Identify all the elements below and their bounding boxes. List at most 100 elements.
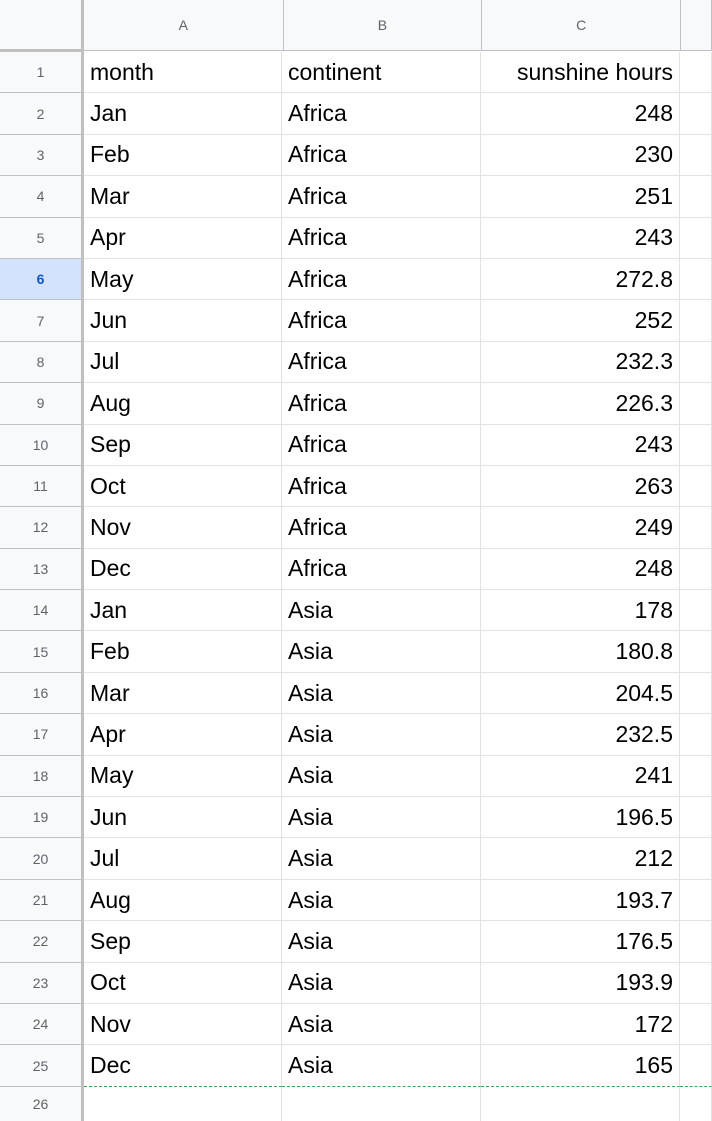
- cell-c[interactable]: 241: [481, 755, 680, 798]
- cell-c[interactable]: 196.5: [481, 797, 680, 839]
- cell-b[interactable]: Africa: [282, 258, 481, 301]
- cell-a[interactable]: month: [84, 52, 282, 94]
- cell-a[interactable]: Oct: [84, 962, 282, 1004]
- cell-d[interactable]: [680, 838, 712, 880]
- row-header[interactable]: 1: [0, 52, 84, 94]
- cell-c[interactable]: 176.5: [481, 921, 680, 963]
- cell-c[interactable]: 193.9: [481, 962, 680, 1004]
- row-header[interactable]: 25: [0, 1045, 84, 1087]
- cell-b[interactable]: Asia: [282, 1045, 481, 1087]
- cell-c[interactable]: 248: [481, 93, 680, 135]
- row-header[interactable]: 4: [0, 176, 84, 218]
- row-header[interactable]: 15: [0, 631, 84, 673]
- cell-b[interactable]: Africa: [282, 217, 481, 259]
- cell-c[interactable]: sunshine hours: [481, 52, 680, 94]
- cell-d[interactable]: [680, 424, 712, 466]
- cell-a[interactable]: Jun: [84, 300, 282, 342]
- cell-b[interactable]: Africa: [282, 507, 481, 549]
- cell-a[interactable]: Nov: [84, 1003, 282, 1046]
- cell-a[interactable]: Dec: [84, 548, 282, 591]
- cell-a[interactable]: Oct: [84, 465, 282, 508]
- row-header[interactable]: 23: [0, 962, 84, 1004]
- row-header[interactable]: 14: [0, 590, 84, 632]
- row-header[interactable]: 17: [0, 714, 84, 756]
- cell-a[interactable]: Jan: [84, 590, 282, 632]
- select-all-corner[interactable]: [0, 0, 84, 52]
- cell-c[interactable]: 165: [481, 1045, 680, 1087]
- row-header[interactable]: 11: [0, 465, 84, 508]
- cell-c[interactable]: 272.8: [481, 258, 680, 301]
- cell-c[interactable]: 232.3: [481, 341, 680, 384]
- row-header[interactable]: 24: [0, 1003, 84, 1046]
- row-header[interactable]: 12: [0, 507, 84, 549]
- cell-c[interactable]: [481, 1086, 680, 1121]
- cell-b[interactable]: [282, 1086, 481, 1121]
- column-header-b[interactable]: B: [283, 0, 483, 51]
- cell-b[interactable]: Asia: [282, 921, 481, 963]
- cell-a[interactable]: [84, 1086, 282, 1121]
- cell-a[interactable]: Jan: [84, 93, 282, 135]
- cell-d[interactable]: [680, 548, 712, 591]
- column-header-c[interactable]: C: [482, 0, 682, 51]
- row-header[interactable]: 10: [0, 424, 84, 466]
- cell-b[interactable]: Africa: [282, 424, 481, 466]
- row-header[interactable]: 9: [0, 383, 84, 425]
- cell-c[interactable]: 193.7: [481, 879, 680, 922]
- cell-c[interactable]: 180.8: [481, 631, 680, 673]
- row-header[interactable]: 3: [0, 134, 84, 177]
- cell-c[interactable]: 243: [481, 424, 680, 466]
- cell-b[interactable]: Asia: [282, 797, 481, 839]
- cell-b[interactable]: Asia: [282, 631, 481, 673]
- cell-d[interactable]: [680, 52, 712, 94]
- cell-a[interactable]: Aug: [84, 879, 282, 922]
- row-header[interactable]: 5: [0, 217, 84, 259]
- cell-b[interactable]: Africa: [282, 93, 481, 135]
- cell-a[interactable]: Apr: [84, 714, 282, 756]
- cell-d[interactable]: [680, 797, 712, 839]
- cell-a[interactable]: Jul: [84, 341, 282, 384]
- row-header[interactable]: 8: [0, 341, 84, 384]
- cell-b[interactable]: Asia: [282, 672, 481, 715]
- cell-b[interactable]: Africa: [282, 176, 481, 218]
- cell-d[interactable]: [680, 631, 712, 673]
- cell-a[interactable]: Sep: [84, 921, 282, 963]
- cell-d[interactable]: [680, 507, 712, 549]
- cell-c[interactable]: 252: [481, 300, 680, 342]
- row-header[interactable]: 16: [0, 672, 84, 715]
- cell-b[interactable]: Africa: [282, 548, 481, 591]
- cell-d[interactable]: [680, 672, 712, 715]
- cell-c[interactable]: 232.5: [481, 714, 680, 756]
- cell-d[interactable]: [680, 93, 712, 135]
- cell-a[interactable]: Jun: [84, 797, 282, 839]
- cell-b[interactable]: Asia: [282, 838, 481, 880]
- cell-d[interactable]: [680, 341, 712, 384]
- cell-d[interactable]: [680, 921, 712, 963]
- cell-b[interactable]: continent: [282, 52, 481, 94]
- cell-b[interactable]: Africa: [282, 134, 481, 177]
- cell-d[interactable]: [680, 300, 712, 342]
- cell-d[interactable]: [680, 755, 712, 798]
- cell-a[interactable]: Mar: [84, 176, 282, 218]
- column-header-a[interactable]: A: [83, 0, 284, 51]
- cell-b[interactable]: Africa: [282, 300, 481, 342]
- cell-d[interactable]: [680, 1045, 712, 1087]
- row-header[interactable]: 21: [0, 879, 84, 922]
- cell-b[interactable]: Africa: [282, 341, 481, 384]
- cell-d[interactable]: [680, 176, 712, 218]
- row-header[interactable]: 18: [0, 755, 84, 798]
- cell-c[interactable]: 204.5: [481, 672, 680, 715]
- cell-d[interactable]: [680, 383, 712, 425]
- cell-a[interactable]: Dec: [84, 1045, 282, 1087]
- cell-c[interactable]: 230: [481, 134, 680, 177]
- cell-d[interactable]: [680, 1086, 712, 1121]
- row-header[interactable]: 6: [0, 258, 84, 301]
- cell-a[interactable]: Aug: [84, 383, 282, 425]
- cell-c[interactable]: 212: [481, 838, 680, 880]
- cell-b[interactable]: Asia: [282, 590, 481, 632]
- row-header[interactable]: 26: [0, 1086, 84, 1121]
- cell-a[interactable]: Mar: [84, 672, 282, 715]
- cell-b[interactable]: Asia: [282, 755, 481, 798]
- column-header-d[interactable]: [681, 0, 712, 51]
- row-header[interactable]: 19: [0, 797, 84, 839]
- cell-a[interactable]: Sep: [84, 424, 282, 466]
